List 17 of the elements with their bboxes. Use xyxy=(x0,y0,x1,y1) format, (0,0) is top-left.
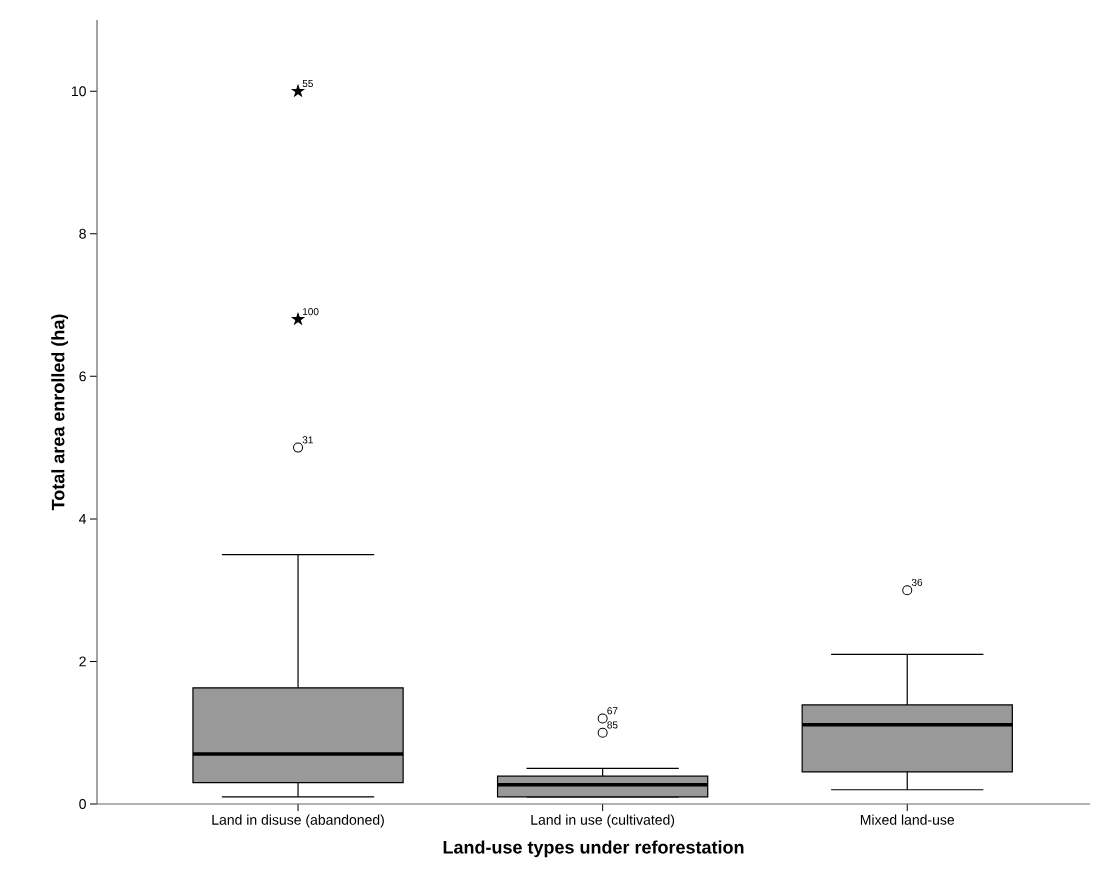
annotation: 36 xyxy=(911,578,923,586)
y-tick-label: 10 xyxy=(71,86,86,97)
y-axis-title: Total area enrolled (ha) xyxy=(51,314,69,511)
annotation: 55 xyxy=(302,80,313,88)
x-tick-label: Land in use (cultivated) xyxy=(531,814,675,828)
annotation: 100 xyxy=(303,308,319,316)
x-tick-label: Mixed land-use xyxy=(860,814,955,825)
y-tick-label: 4 xyxy=(79,514,87,524)
annotation: 31 xyxy=(302,436,313,444)
y-tick-label: 2 xyxy=(79,656,86,667)
y-tick-label: 8 xyxy=(79,228,86,239)
annotation: 67 xyxy=(607,707,618,715)
annotation: 85 xyxy=(607,721,618,729)
x-tick-label: Land in disuse (abandoned) xyxy=(212,814,384,828)
x-axis-title: Land-use types under reforestation xyxy=(443,840,744,858)
y-tick-label: 6 xyxy=(79,371,86,382)
y-tick-label: 0 xyxy=(79,799,86,809)
